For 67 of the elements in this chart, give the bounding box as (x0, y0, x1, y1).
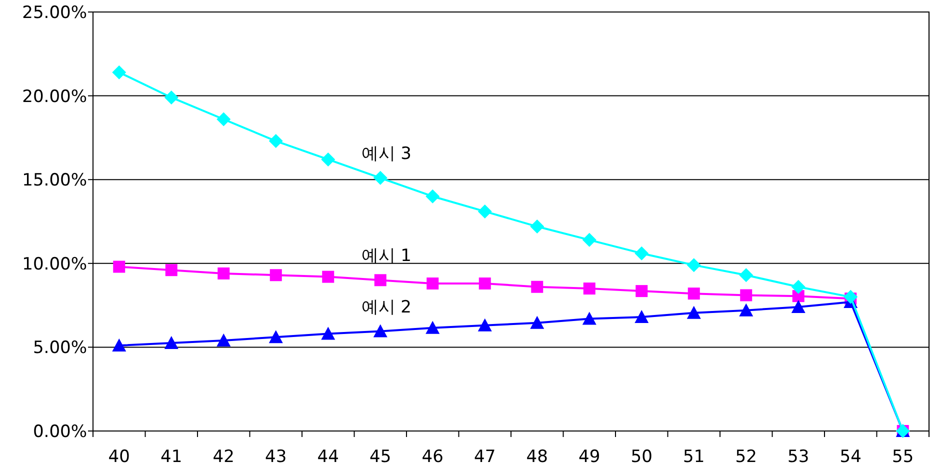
x-tick-label: 49 (578, 447, 600, 467)
point (373, 324, 388, 338)
y-tick-label: 5.00% (32, 338, 87, 358)
point (634, 246, 649, 260)
point (268, 330, 283, 344)
y-tick-label: 20.00% (22, 86, 87, 107)
y-tick-label: 0.00% (32, 422, 87, 442)
x-tick-label: 41 (160, 447, 182, 467)
point (268, 134, 283, 148)
point (321, 326, 336, 340)
x-tick-label: 45 (370, 447, 392, 467)
point (426, 320, 440, 334)
x-tick-label: 48 (526, 447, 548, 467)
point (112, 65, 126, 80)
point (582, 232, 596, 247)
point (791, 280, 806, 294)
x-tick-label: 46 (422, 447, 444, 467)
x-tick-label: 44 (317, 447, 339, 467)
point (478, 204, 492, 218)
point (165, 264, 178, 276)
point (531, 280, 544, 293)
point (686, 306, 701, 319)
x-tick-label: 54 (840, 447, 862, 467)
y-tick-label: 15.00% (22, 170, 87, 191)
x-tick-label: 50 (630, 447, 652, 467)
series-label: 예시 2 (361, 297, 412, 318)
x-tick-label: 55 (892, 447, 914, 467)
point (688, 288, 700, 300)
x-tick-label: 47 (474, 447, 496, 467)
point (740, 289, 752, 302)
x-tick-label: 42 (212, 447, 234, 467)
x-tick-label: 53 (788, 447, 810, 467)
point (791, 300, 806, 313)
point (634, 310, 649, 324)
y-tick-label: 10.00% (22, 254, 87, 274)
point (322, 270, 334, 283)
point (216, 112, 231, 126)
point (218, 267, 230, 280)
x-tick-label: 43 (265, 447, 287, 467)
point (686, 258, 701, 272)
point (321, 152, 336, 166)
point (530, 220, 544, 234)
point (112, 338, 126, 352)
x-tick-label: 51 (683, 447, 705, 467)
point (164, 90, 178, 104)
point (426, 189, 440, 204)
series-label: 예시 3 (361, 144, 412, 164)
point (216, 333, 231, 346)
point (374, 274, 386, 286)
point (739, 268, 754, 282)
point (478, 278, 491, 290)
point (844, 290, 858, 304)
point (530, 316, 544, 329)
point (739, 303, 754, 316)
point (583, 282, 596, 295)
point (270, 269, 282, 282)
point (478, 318, 492, 332)
point (113, 260, 126, 273)
point (582, 312, 596, 325)
point (164, 336, 178, 350)
x-tick-label: 40 (108, 447, 130, 467)
series-label: 예시 1 (361, 246, 412, 266)
y-tick-label: 25.00% (22, 2, 87, 23)
x-tick-label: 52 (735, 447, 757, 467)
point (426, 278, 439, 290)
point (636, 285, 648, 298)
point (373, 170, 388, 185)
